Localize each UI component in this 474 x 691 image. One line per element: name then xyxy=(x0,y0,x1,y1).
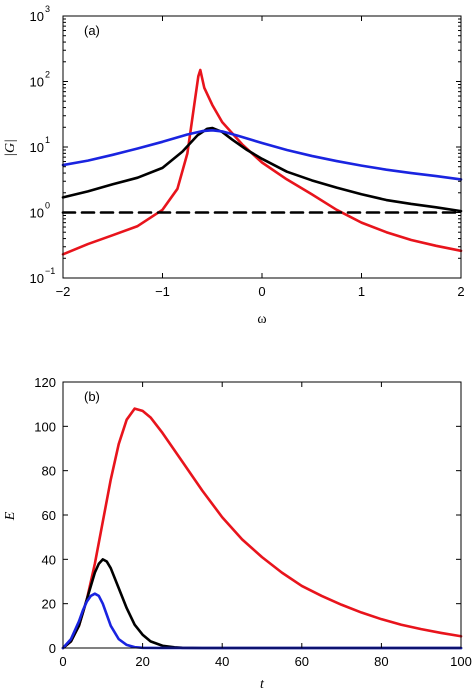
panel-a-xlabel: ω xyxy=(257,312,266,327)
y-tick-exponent: 2 xyxy=(45,70,50,80)
panel-b-label: (b) xyxy=(84,389,100,404)
panel-a-series-0-line xyxy=(61,68,463,256)
x-tick-label: 80 xyxy=(374,654,388,669)
panel-a-curves xyxy=(61,68,463,256)
y-tick-label: 10 xyxy=(30,140,44,155)
x-tick-label: −2 xyxy=(56,284,71,299)
panel-a-label: (a) xyxy=(84,23,100,38)
x-tick-label: 2 xyxy=(457,284,464,299)
y-tick-exponent: 0 xyxy=(45,201,50,211)
panel-b: 0 20 40 60 80 100 0 20 40 60 80 100 120 (b) t E xyxy=(3,375,472,691)
y-tick-label: 10 xyxy=(30,206,44,221)
y-tick-exponent: −1 xyxy=(45,266,55,276)
x-tick-label: 1 xyxy=(358,284,365,299)
y-tick-label: 40 xyxy=(42,552,56,567)
panel-b-series-2-line xyxy=(61,592,463,650)
y-tick-label: 10 xyxy=(30,9,44,24)
y-tick-label: 100 xyxy=(34,419,56,434)
x-tick-label: 20 xyxy=(135,654,149,669)
y-tick-label: 80 xyxy=(42,464,56,479)
x-tick-label: −1 xyxy=(155,284,170,299)
x-tick-label: 40 xyxy=(215,654,229,669)
y-tick-label: 120 xyxy=(34,375,56,390)
panel-a-series-1-line xyxy=(61,126,463,213)
y-tick-label: 10 xyxy=(30,271,44,286)
panel-b-curves xyxy=(61,407,463,650)
panel-b-axes-frame xyxy=(62,381,462,649)
panel-b-xlabel: t xyxy=(260,677,265,691)
y-tick-label: 0 xyxy=(49,641,56,656)
y-tick-exponent: 1 xyxy=(45,135,50,145)
panel-b-series-1-line xyxy=(61,558,463,650)
x-tick-label: 60 xyxy=(295,654,309,669)
y-tick-exponent: 3 xyxy=(45,4,50,14)
y-tick-label: 60 xyxy=(42,508,56,523)
y-tick-label: 20 xyxy=(42,597,56,612)
panel-b-series-0-line xyxy=(61,407,463,650)
panel-b-ticks: 0 20 40 60 80 100 0 20 40 60 80 100 120 xyxy=(34,375,472,669)
x-tick-label: 0 xyxy=(59,654,66,669)
panel-a-ylabel: |G| xyxy=(3,139,18,157)
panel-a-axes-frame xyxy=(62,15,462,279)
y-tick-label: 10 xyxy=(30,75,44,90)
x-tick-label: 0 xyxy=(258,284,265,299)
panel-b-ylabel: E xyxy=(3,511,18,521)
panel-a-series-2-line xyxy=(61,128,463,181)
x-tick-label: 100 xyxy=(450,654,472,669)
